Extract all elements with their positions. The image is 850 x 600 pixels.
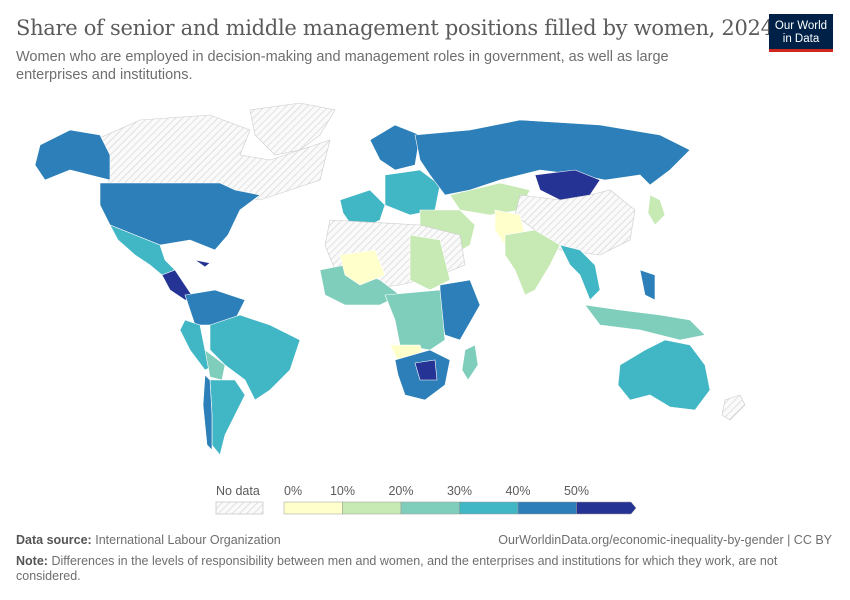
country-russia[interactable]	[414, 119, 691, 196]
country-argentina[interactable]	[209, 379, 246, 456]
note-label: Note:	[16, 554, 48, 568]
source-text: International Labour Organization	[95, 533, 281, 547]
country-india[interactable]	[504, 229, 561, 296]
country-new-zealand[interactable]	[721, 394, 746, 421]
country-southeast-asia[interactable]	[559, 244, 601, 301]
legend-tick-label: 10%	[330, 484, 355, 498]
country-china[interactable]	[514, 189, 636, 256]
country-scandinavia[interactable]	[369, 124, 421, 171]
country-botswana-lesotho[interactable]	[414, 359, 438, 381]
legend-tick-label: 0%	[284, 484, 302, 498]
country-mali-niger[interactable]	[339, 249, 386, 286]
legend-no-data-swatch	[215, 501, 264, 515]
country-madagascar[interactable]	[461, 344, 479, 381]
country-greenland[interactable]	[249, 102, 336, 156]
subtitle: Women who are employed in decision-makin…	[16, 49, 669, 83]
legend-no-data-label: No data	[216, 484, 260, 498]
country-europe-west[interactable]	[339, 189, 386, 226]
country-caribbean[interactable]	[194, 259, 211, 268]
owid-logo[interactable]: Our World in Data	[769, 14, 833, 52]
page-title: Share of senior and middle management po…	[16, 16, 774, 40]
note-text: Differences in the levels of responsibil…	[16, 554, 778, 583]
country-australia[interactable]	[617, 339, 711, 411]
legend-tick-label: 50%	[564, 484, 589, 498]
country-east-africa[interactable]	[439, 279, 481, 341]
legend-bin[interactable]	[517, 501, 577, 515]
country-philippines[interactable]	[639, 269, 656, 301]
legend-bin[interactable]	[283, 501, 343, 515]
country-chile[interactable]	[202, 374, 213, 451]
country-alaska[interactable]	[34, 129, 111, 181]
legend-tick-label: 40%	[505, 484, 530, 498]
world-map	[34, 102, 746, 456]
legend-tick-label: 30%	[447, 484, 472, 498]
country-japan[interactable]	[647, 194, 666, 226]
legend-bin[interactable]	[400, 501, 460, 515]
source-label: Data source:	[16, 533, 92, 547]
legend-bin[interactable]	[459, 501, 519, 515]
country-indonesia[interactable]	[584, 304, 706, 341]
note: Note: Differences in the levels of respo…	[16, 554, 826, 584]
legend-bin[interactable]	[576, 501, 637, 515]
country-brazil[interactable]	[209, 314, 301, 401]
country-central-africa[interactable]	[384, 289, 446, 351]
source-url[interactable]: OurWorldinData.org/economic-inequality-b…	[498, 533, 832, 547]
legend: No data 0% 10% 20% 30% 40% 50%	[215, 484, 637, 515]
logo-text: Our World in Data	[774, 20, 828, 45]
data-source: Data source: International Labour Organi…	[16, 533, 281, 547]
legend-tick-label: 20%	[388, 484, 413, 498]
legend-bin[interactable]	[342, 501, 402, 515]
